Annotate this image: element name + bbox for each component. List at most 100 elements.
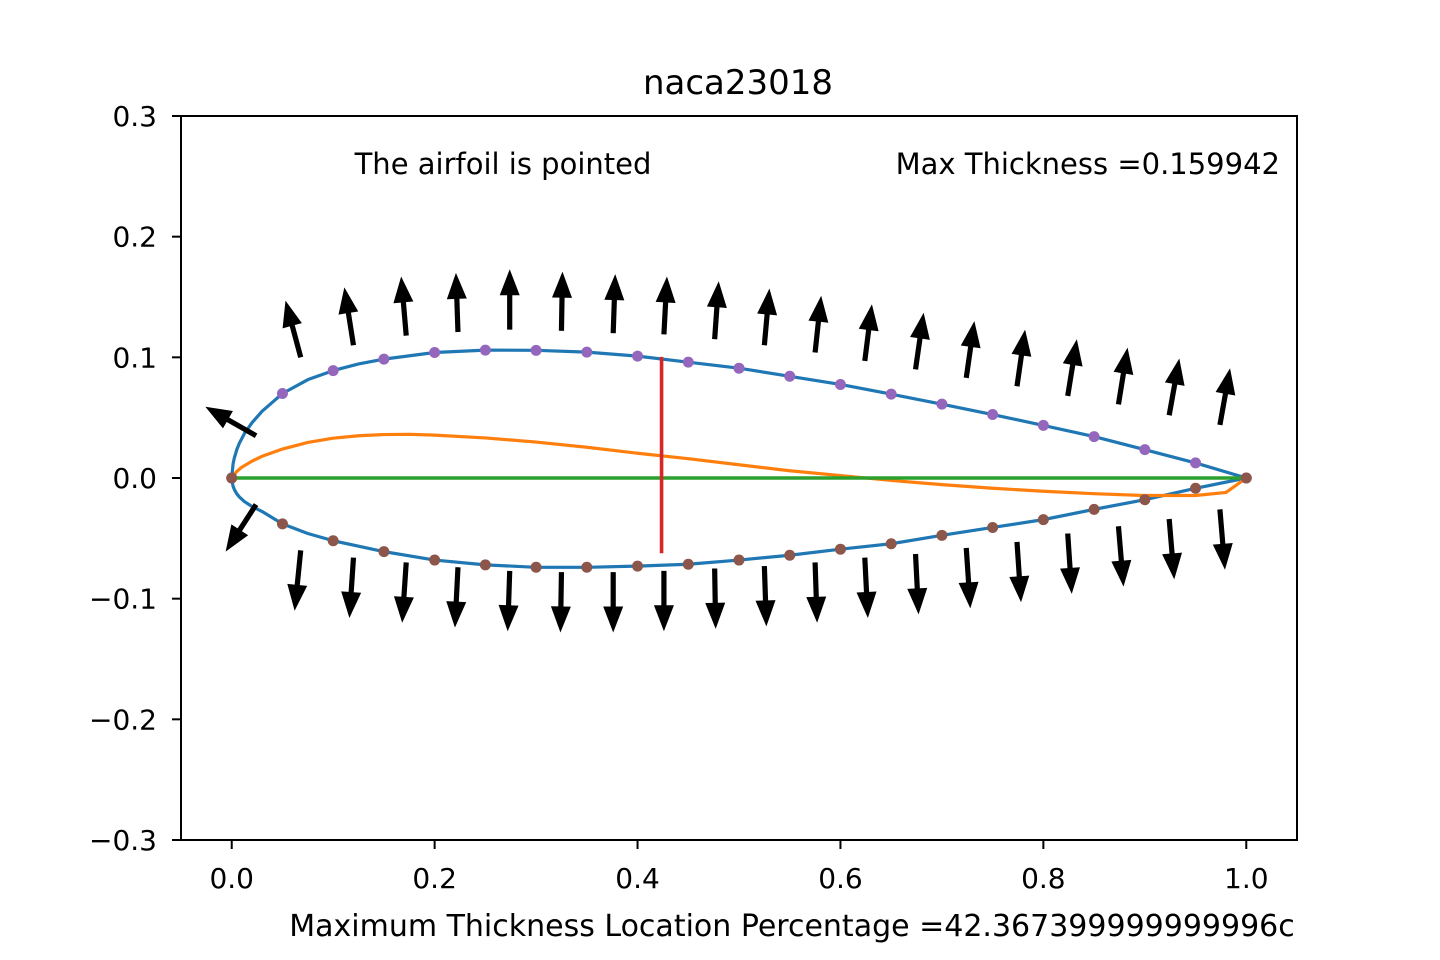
lower-normal-arrow-3 — [393, 562, 414, 623]
upper-point-9 — [682, 356, 694, 368]
y-tick-label-0: 0.3 — [112, 100, 157, 133]
upper-point-8 — [632, 350, 644, 362]
x-tick-label-2: 0.4 — [615, 862, 660, 895]
upper-point-12 — [834, 378, 846, 390]
lower-surface-line — [230, 476, 1247, 569]
y-tick-label-2: 0.1 — [112, 341, 157, 374]
upper-normal-arrow-0 — [205, 406, 258, 439]
annotation-max-thickness: Max Thickness =0.159942 — [896, 147, 1280, 181]
lower-point-4 — [429, 554, 441, 566]
upper-point-10 — [733, 362, 745, 374]
upper-normal-arrow-14 — [960, 321, 981, 379]
lower-point-0 — [226, 472, 238, 484]
x-tick-label-1: 0.2 — [412, 862, 457, 895]
x-axis-label: Maximum Thickness Location Percentage =4… — [289, 909, 1295, 944]
upper-point-3 — [378, 353, 390, 365]
upper-point-2 — [327, 365, 339, 377]
lower-point-2 — [327, 535, 339, 547]
lower-point-11 — [784, 549, 796, 561]
lower-normal-arrow-12 — [856, 557, 877, 618]
y-tick-label-1: 0.2 — [112, 221, 157, 254]
lower-point-18 — [1139, 494, 1151, 506]
lower-normal-arrow-10 — [755, 566, 776, 627]
upper-point-17 — [1088, 431, 1100, 443]
upper-point-11 — [784, 370, 796, 382]
y-tick-label-3: 0.0 — [112, 462, 157, 495]
y-tick-label-4: −0.1 — [89, 583, 157, 616]
upper-normal-arrow-8 — [655, 276, 676, 335]
x-tick-label-3: 0.6 — [818, 862, 863, 895]
upper-normal-arrow-11 — [808, 295, 829, 353]
upper-point-6 — [530, 344, 542, 356]
upper-normal-arrow-17 — [1113, 347, 1134, 405]
lower-normal-arrow-4 — [446, 567, 467, 628]
lower-normal-arrow-19 — [1212, 509, 1233, 570]
upper-normal-arrow-15 — [1011, 329, 1032, 387]
upper-normal-arrow-1 — [282, 300, 304, 359]
lower-normal-arrow-6 — [550, 572, 571, 633]
x-tick-label-5: 1.0 — [1224, 862, 1269, 895]
upper-normal-arrow-16 — [1062, 339, 1083, 397]
upper-normal-arrow-9 — [706, 281, 727, 340]
x-tick-label-0: 0.0 — [209, 862, 254, 895]
lower-point-10 — [733, 554, 745, 566]
lower-normal-arrow-11 — [806, 562, 827, 623]
y-tick-label-6: −0.3 — [89, 824, 157, 857]
upper-normal-arrow-2 — [338, 287, 359, 346]
upper-point-5 — [479, 344, 491, 356]
lower-point-13 — [885, 538, 897, 550]
lower-point-20 — [1240, 472, 1252, 484]
upper-point-14 — [936, 398, 948, 410]
lower-point-7 — [581, 561, 593, 573]
series-layer — [230, 348, 1248, 569]
upper-normal-arrow-4 — [446, 272, 467, 333]
lower-normal-arrow-2 — [341, 557, 362, 618]
y-tick-label-5: −0.2 — [89, 703, 157, 736]
x-tick-label-4: 0.8 — [1021, 862, 1066, 895]
lower-normal-arrow-14 — [958, 547, 979, 609]
upper-normal-arrow-12 — [858, 304, 879, 362]
axis-layer: 0.0 0.2 0.4 0.6 0.8 1.0 0.3 0.2 0.1 0.0 −0.1 −0.2 −0… — [89, 100, 1298, 895]
lower-normal-arrow-18 — [1162, 518, 1183, 580]
normal-arrow-layer — [205, 269, 1236, 633]
upper-normal-arrow-13 — [910, 312, 930, 370]
upper-normal-arrow-7 — [604, 274, 625, 334]
lower-point-19 — [1190, 482, 1202, 494]
upper-normal-arrow-6 — [552, 271, 573, 331]
lower-point-17 — [1088, 503, 1100, 515]
upper-normal-arrow-10 — [757, 288, 778, 346]
lower-point-5 — [479, 559, 491, 571]
lower-point-14 — [936, 529, 948, 541]
surface-point-layer — [226, 344, 1252, 573]
upper-point-4 — [429, 347, 441, 359]
upper-normal-arrow-3 — [393, 276, 414, 336]
upper-normal-arrow-5 — [499, 269, 520, 330]
upper-normal-arrow-18 — [1164, 358, 1185, 416]
upper-normal-arrow-19 — [1215, 368, 1236, 426]
lower-point-1 — [276, 518, 288, 530]
lower-normal-arrow-5 — [498, 570, 519, 632]
lower-normal-arrow-17 — [1111, 526, 1132, 587]
chart-title: naca23018 — [643, 63, 833, 103]
lower-normal-arrow-15 — [1009, 541, 1030, 603]
lower-point-9 — [682, 558, 694, 570]
lower-normal-arrow-0 — [225, 503, 259, 552]
lower-normal-arrow-16 — [1060, 533, 1080, 594]
lower-point-16 — [1037, 514, 1049, 526]
lower-point-3 — [378, 546, 390, 558]
lower-normal-arrow-13 — [907, 553, 928, 615]
lower-normal-arrow-7 — [603, 572, 624, 633]
upper-point-7 — [581, 346, 593, 358]
lower-normal-arrow-1 — [287, 550, 308, 611]
upper-point-19 — [1190, 457, 1202, 469]
lower-point-8 — [632, 560, 644, 572]
upper-point-16 — [1037, 419, 1049, 431]
upper-point-15 — [987, 409, 999, 421]
camber-line — [230, 432, 1248, 498]
lower-normal-arrow-9 — [705, 568, 726, 629]
upper-point-13 — [885, 388, 897, 400]
lower-point-15 — [987, 521, 999, 533]
lower-point-6 — [530, 561, 542, 573]
upper-surface-line — [230, 348, 1247, 480]
